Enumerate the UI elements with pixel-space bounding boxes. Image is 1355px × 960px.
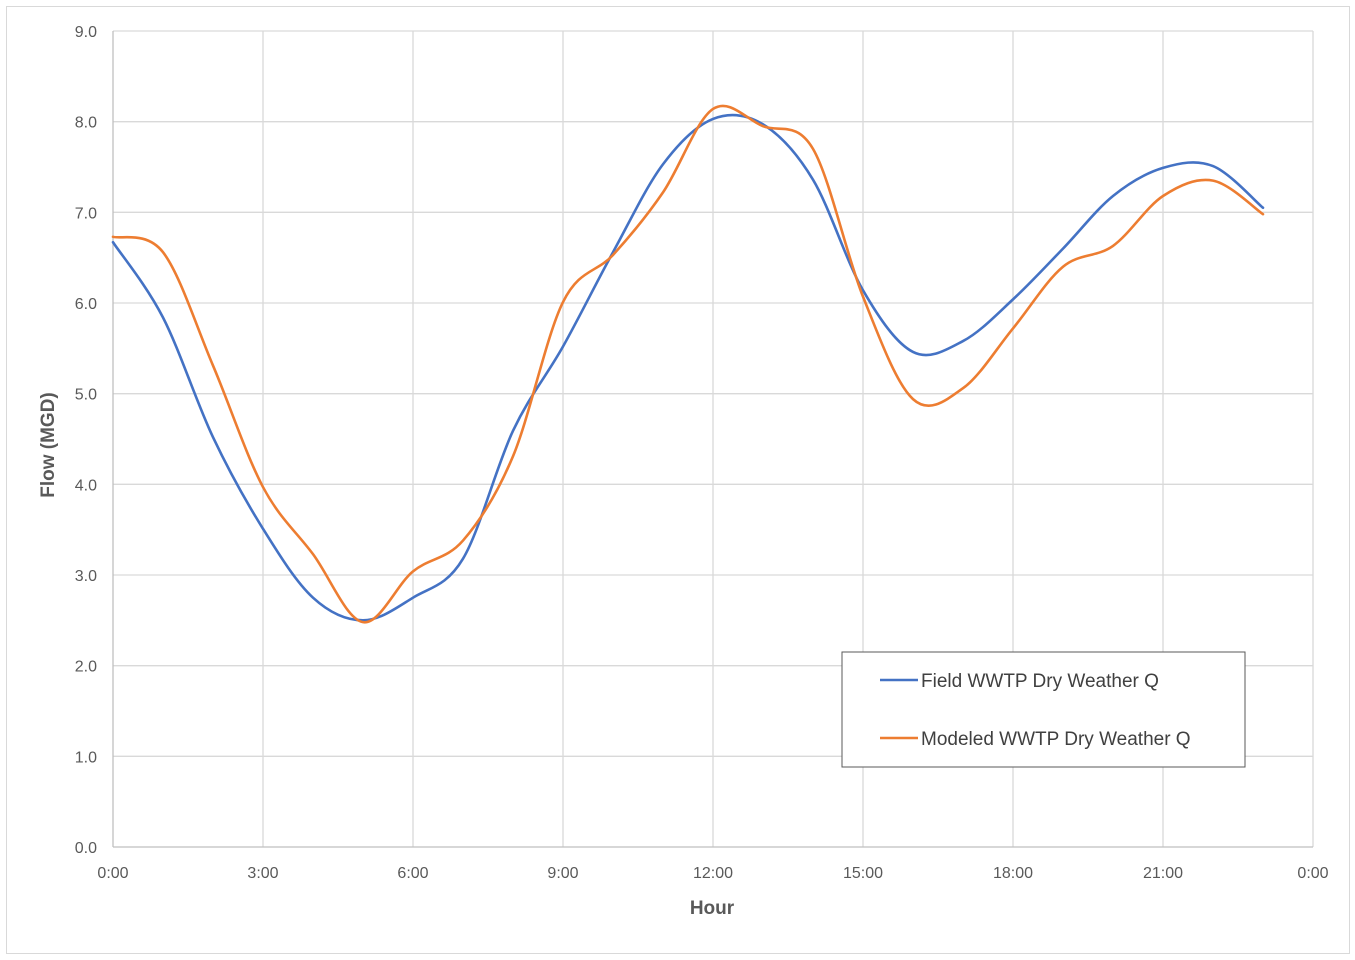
- legend-label-1: Field WWTP Dry Weather Q: [921, 671, 1159, 692]
- x-tick-label: 15:00: [843, 865, 883, 882]
- legend-label-2: Modeled WWTP Dry Weather Q: [921, 729, 1191, 750]
- y-tick-label: 4.0: [75, 477, 97, 494]
- legend-items: Field WWTP Dry Weather Q Modeled WWTP Dry…: [880, 671, 1191, 750]
- x-tick-label: 3:00: [247, 865, 278, 882]
- legend-box: [841, 651, 1246, 768]
- x-tick-label: 0:00: [1297, 865, 1328, 882]
- series-lines: [111, 104, 1265, 624]
- y-tick-label: 6.0: [75, 296, 97, 313]
- y-tick-label: 8.0: [75, 115, 97, 132]
- y-tick-label: 7.0: [75, 205, 97, 222]
- y-axis-title: Flow (MGD): [38, 392, 59, 498]
- line-chart: 0.0 1.0 2.0 3.0 4.0 5.0 6.0 7.0 8.0 9.0 0:00 3:00 6:…: [38, 24, 1329, 919]
- legend: Field WWTP Dry Weather Q Modeled WWTP Dry…: [841, 651, 1246, 768]
- axes: [112, 31, 1313, 848]
- x-tick-label: 9:00: [547, 865, 578, 882]
- series-line-2: [111, 104, 1265, 624]
- x-tick-label: 18:00: [993, 865, 1033, 882]
- x-axis-title: Hour: [690, 898, 735, 919]
- y-tick-label: 3.0: [75, 568, 97, 585]
- y-tick-label: 0.0: [75, 840, 97, 857]
- x-tick-label: 6:00: [397, 865, 428, 882]
- y-tick-label: 1.0: [75, 749, 97, 766]
- y-tick-label: 2.0: [75, 659, 97, 676]
- chart-frame: 0.0 1.0 2.0 3.0 4.0 5.0 6.0 7.0 8.0 9.0 0:00 3:00 6:…: [6, 6, 1350, 954]
- y-tick-label: 5.0: [75, 387, 97, 404]
- y-tick-label: 9.0: [75, 24, 97, 41]
- x-tick-label: 21:00: [1143, 865, 1183, 882]
- x-tick-label: 12:00: [693, 865, 733, 882]
- series-line-1: [111, 113, 1265, 622]
- x-tick-label: 0:00: [97, 865, 128, 882]
- tick-labels: 0.0 1.0 2.0 3.0 4.0 5.0 6.0 7.0 8.0 9.0 0:00 3:00 6:…: [75, 24, 1329, 882]
